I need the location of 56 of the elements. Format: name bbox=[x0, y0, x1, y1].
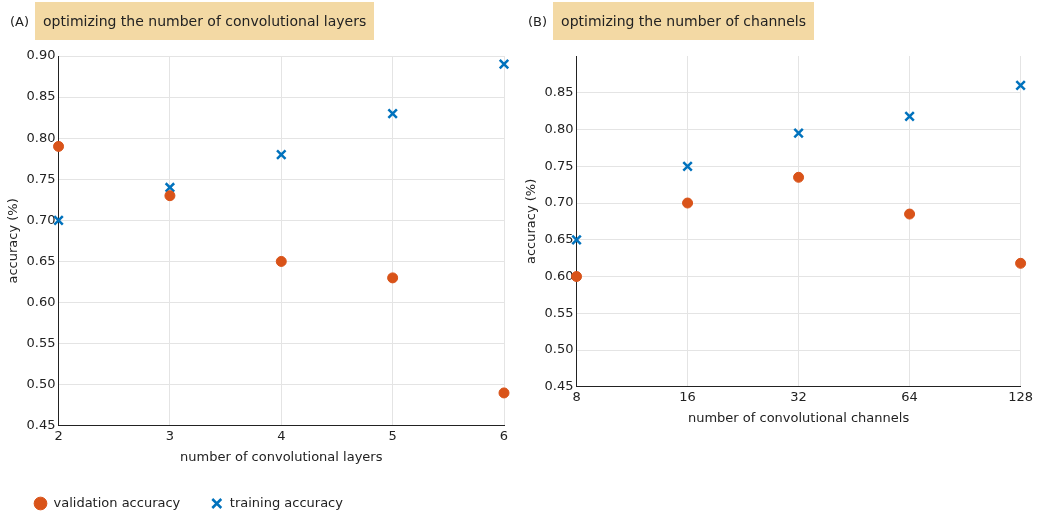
point bbox=[164, 190, 176, 202]
y-tick-label: 0.55 bbox=[26, 335, 56, 350]
x-tick-label: 2 bbox=[54, 427, 63, 443]
x-tick-label: 5 bbox=[388, 427, 397, 443]
point bbox=[53, 140, 65, 152]
y-tick-label: 0.45 bbox=[26, 417, 56, 433]
y-tick-label: 0.70 bbox=[26, 211, 56, 227]
point bbox=[682, 197, 694, 209]
x-tick-label: 32 bbox=[790, 388, 807, 404]
text: (B) bbox=[528, 13, 548, 29]
point bbox=[793, 127, 805, 139]
point bbox=[275, 149, 287, 161]
point bbox=[682, 160, 694, 172]
y-axis-title: accuracy (%) bbox=[523, 178, 539, 265]
y-tick-label: 0.50 bbox=[26, 376, 56, 392]
y-tick-label: 0.60 bbox=[26, 293, 56, 309]
point bbox=[1015, 79, 1027, 91]
point bbox=[793, 171, 805, 183]
point bbox=[904, 110, 916, 122]
y-axis-title: accuracy (%) bbox=[5, 198, 21, 284]
point bbox=[387, 108, 399, 120]
x-tick-label: 16 bbox=[679, 388, 696, 404]
point bbox=[498, 387, 510, 399]
y-tick-label: 0.85 bbox=[544, 84, 574, 100]
x-tick-label: 8 bbox=[572, 388, 581, 404]
y-tick-label: 0.50 bbox=[544, 341, 574, 357]
point bbox=[1015, 257, 1027, 269]
legend-label: training accuracy bbox=[229, 494, 344, 510]
point bbox=[164, 181, 176, 193]
y-tick-label: 0.65 bbox=[26, 252, 56, 268]
y-tick-label: 0.75 bbox=[26, 170, 56, 186]
x-tick-label: 128 bbox=[1008, 388, 1034, 404]
y-tick-label: 0.45 bbox=[544, 378, 574, 394]
chart-title: optimizing the number of channels bbox=[553, 2, 815, 40]
y-tick-label: 0.70 bbox=[544, 194, 574, 210]
y-tick-label: 0.55 bbox=[544, 304, 574, 320]
x-tick-label: 64 bbox=[901, 388, 918, 404]
y-tick-label: 0.80 bbox=[26, 129, 56, 145]
y-tick-label: 0.80 bbox=[544, 120, 574, 136]
x-axis-title: number of convolutional channels bbox=[687, 409, 910, 425]
point bbox=[387, 272, 399, 284]
y-tick-label: 0.60 bbox=[544, 267, 574, 283]
point bbox=[904, 208, 916, 220]
x-tick-label: 3 bbox=[165, 427, 175, 443]
x-tick-label: 6 bbox=[499, 427, 509, 443]
chart-title: optimizing the number of convolutional layers bbox=[35, 2, 375, 40]
y-tick-label: 0.85 bbox=[26, 88, 56, 104]
legend-label: validation accuracy bbox=[53, 494, 181, 510]
point bbox=[498, 58, 510, 70]
text: (A) bbox=[10, 13, 30, 29]
point bbox=[275, 255, 287, 267]
y-tick-label: 0.65 bbox=[544, 231, 574, 247]
y-tick-label: 0.90 bbox=[26, 47, 56, 63]
x-tick-label: 4 bbox=[277, 427, 286, 443]
x-axis-title: number of convolutional layers bbox=[180, 448, 383, 464]
y-tick-label: 0.75 bbox=[544, 157, 574, 173]
